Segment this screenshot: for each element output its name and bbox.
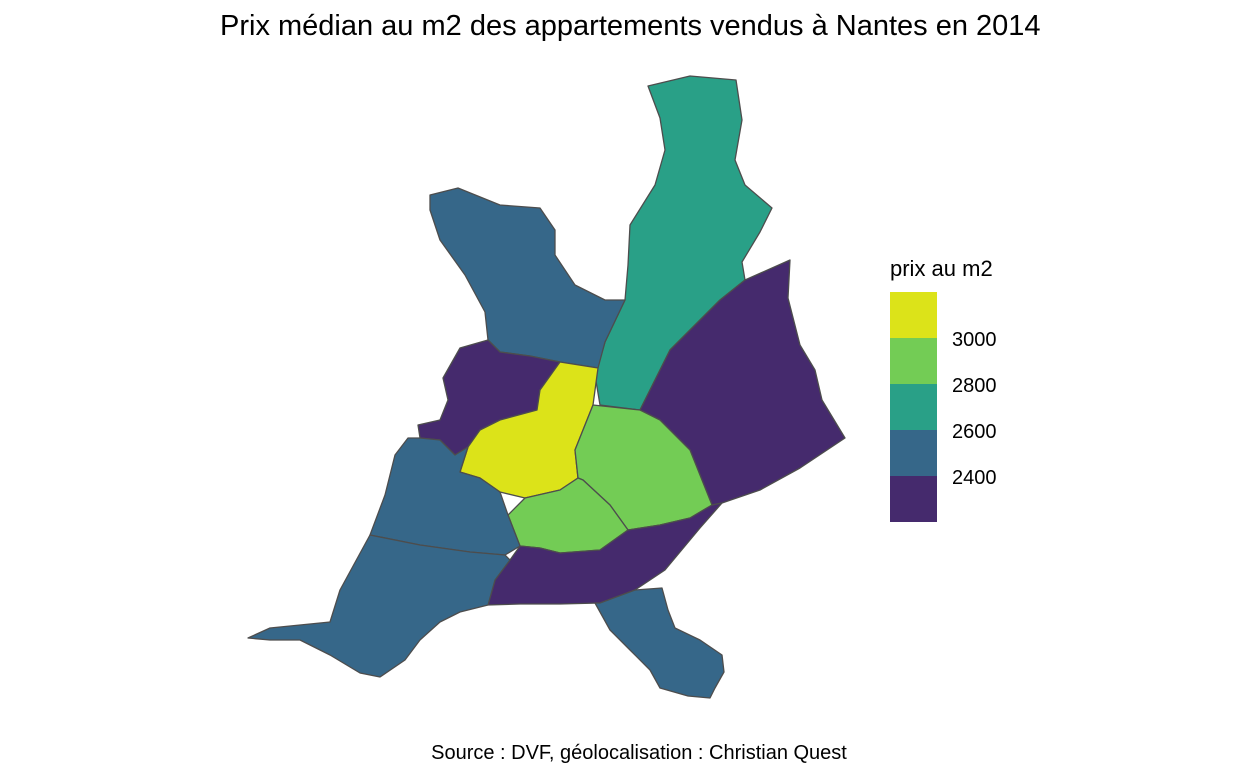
legend-swatch <box>890 292 937 338</box>
map-title: Prix médian au m2 des appartements vendu… <box>220 10 1041 42</box>
legend-swatch <box>890 476 937 522</box>
legend-tick-label: 2600 <box>952 421 997 443</box>
legend-swatch <box>890 430 937 476</box>
source-caption: Source : DVF, géolocalisation : Christia… <box>431 742 847 764</box>
district-sud-ouest <box>247 534 511 678</box>
legend-swatch <box>890 384 937 430</box>
district-sud <box>594 587 725 699</box>
district-erdre-ouest <box>429 187 626 369</box>
legend-title: prix au m2 <box>890 256 993 281</box>
legend-scale: 3000 2800 2600 2400 <box>890 292 1050 524</box>
legend-swatch <box>890 338 937 384</box>
district-dervallieres <box>369 437 521 556</box>
legend-tick-label: 3000 <box>952 329 997 351</box>
legend-tick-label: 2800 <box>952 375 997 397</box>
legend: prix au m2 3000 2800 2600 2400 <box>890 256 1050 524</box>
legend-tick-label: 2400 <box>952 467 997 489</box>
